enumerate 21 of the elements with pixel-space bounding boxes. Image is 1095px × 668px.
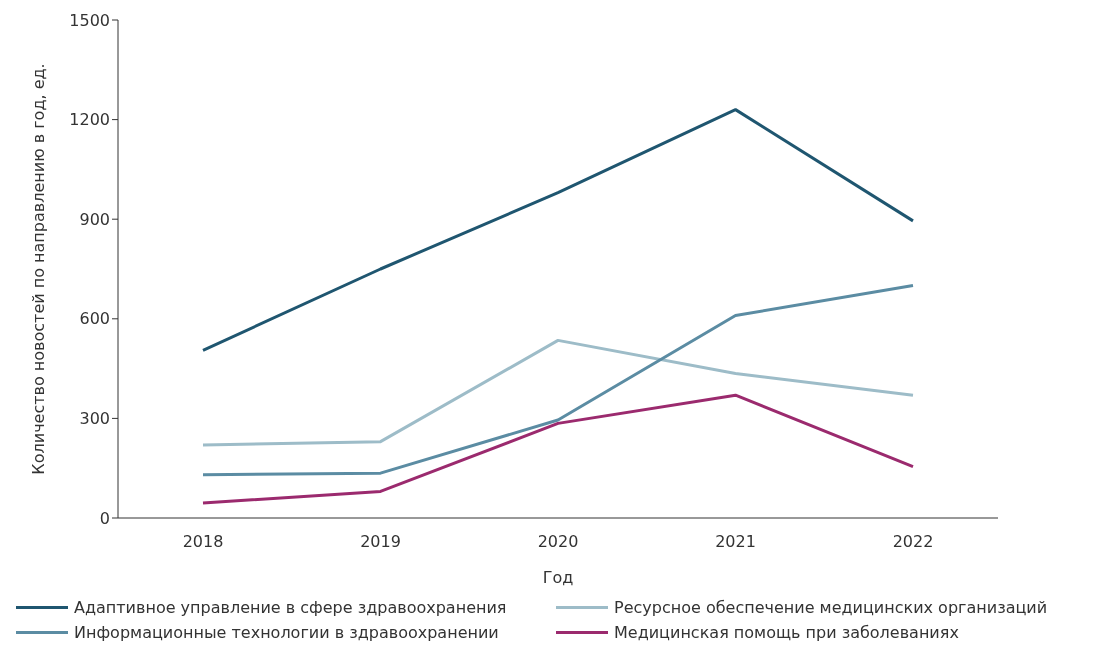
x-tick-label: 2022 bbox=[892, 532, 934, 552]
legend-label: Информационные технологии в здравоохранении bbox=[74, 623, 499, 642]
line-series bbox=[201, 284, 915, 477]
y-tick-label: 0 bbox=[99, 508, 110, 528]
line-series bbox=[201, 108, 915, 352]
x-tick-label: 2019 bbox=[360, 532, 401, 552]
x-axis-title: Год bbox=[542, 568, 574, 587]
legend-label: Адаптивное управление в сфере здравоохранения bbox=[74, 598, 507, 617]
y-tick-label: 900 bbox=[79, 209, 110, 229]
legend-label: Медицинская помощь при заболеваниях bbox=[614, 623, 959, 642]
y-tick-label: 1500 bbox=[69, 10, 110, 30]
x-tick-label: 2020 bbox=[537, 532, 579, 552]
line-series bbox=[201, 338, 915, 447]
y-tick-label: 300 bbox=[79, 409, 110, 429]
x-tick-label: 2018 bbox=[182, 532, 224, 552]
legend-label: Ресурсное обеспечение медицинских организаций bbox=[614, 598, 1048, 617]
y-tick-label: 600 bbox=[79, 309, 110, 329]
y-axis-title: Количество новостей по направлению в год, ед. bbox=[28, 63, 48, 475]
x-tick-label: 2021 bbox=[715, 532, 756, 552]
line-series bbox=[201, 393, 915, 505]
y-tick-label: 1200 bbox=[69, 110, 110, 130]
